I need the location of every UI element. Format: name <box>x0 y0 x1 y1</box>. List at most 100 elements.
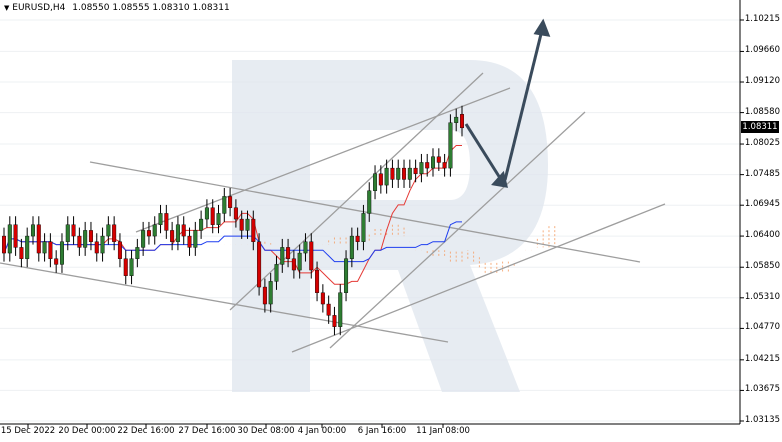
candle-bear <box>332 315 337 327</box>
candle-bear <box>88 230 93 242</box>
candle-bear <box>436 156 441 163</box>
candle-bull <box>30 224 35 237</box>
price-tick-label: 1.10215 <box>744 14 780 24</box>
candle-bull <box>7 224 12 254</box>
price-tick-label: 1.06945 <box>744 199 780 210</box>
ohlc-values: 1.08550 1.08555 1.08310 1.08311 <box>72 3 230 13</box>
candle-bear <box>164 213 169 231</box>
price-tick-label: 1.05850 <box>744 261 780 272</box>
price-tick-label: 1.09120 <box>744 76 780 87</box>
candle-bull <box>245 218 250 231</box>
candle-bear <box>181 224 186 237</box>
candle-bull <box>361 213 366 242</box>
time-tick-label: 20 Dec 00:00 <box>58 426 116 436</box>
candle-bear <box>251 218 256 242</box>
candle-bull <box>280 247 285 265</box>
price-tick-label: 1.09660 <box>744 45 780 56</box>
candle-bull <box>303 241 308 254</box>
candle-bull <box>59 241 64 265</box>
candle-bull <box>274 264 279 282</box>
candle-bull <box>199 218 204 231</box>
candle-bear <box>390 167 395 180</box>
candle-bull <box>396 167 401 180</box>
candle-bull <box>152 224 157 237</box>
candle-bear <box>228 196 233 208</box>
forecast-down-arrow <box>464 123 502 179</box>
candle-bear <box>378 173 383 186</box>
candle-bear <box>402 167 407 180</box>
candle-bull <box>25 235 30 259</box>
candle-bull <box>268 281 273 305</box>
candle-bear <box>123 258 128 276</box>
candle-bear <box>146 230 151 237</box>
price-tick-label: 1.08025 <box>744 138 780 149</box>
candle-bear <box>291 258 296 271</box>
symbol-name: EURUSD,H4 <box>12 3 66 13</box>
current-price-badge: 1.08311 <box>741 121 779 133</box>
candle-bear <box>315 269 320 293</box>
candle-bear <box>320 292 325 305</box>
time-tick-label: 11 Jan 08:00 <box>416 426 470 436</box>
candle-bull <box>216 213 221 225</box>
forecast-down-arrowhead <box>491 170 509 188</box>
price-tick-label: 1.04215 <box>744 353 780 364</box>
candle-bull <box>349 235 354 259</box>
candle-bull <box>129 258 134 276</box>
candle-bull <box>419 162 424 174</box>
price-ticks <box>740 19 744 422</box>
candle-bull <box>141 230 146 248</box>
candle-bear <box>286 247 291 259</box>
candle-bear <box>170 230 175 242</box>
forecast-arrows <box>464 18 551 188</box>
candle-bear <box>210 207 215 225</box>
candle-bull <box>83 230 88 248</box>
uptrend-channel-upper <box>135 87 511 233</box>
candle-bull <box>448 122 453 169</box>
candle-bear <box>71 224 76 237</box>
uptrend-channel-lower <box>329 111 586 349</box>
time-tick-label: 22 Dec 16:00 <box>117 426 175 436</box>
trendlines <box>0 72 666 353</box>
time-tick-label: 30 Dec 08:00 <box>237 426 295 436</box>
candle-bull <box>204 207 209 220</box>
price-tick-label: 1.03675 <box>744 384 780 395</box>
candle-bear <box>54 258 59 265</box>
candle-bear <box>460 114 465 129</box>
candle-bull <box>135 247 140 259</box>
candle-bull <box>297 252 302 271</box>
time-ticks <box>27 424 444 428</box>
forecast-up-arrow <box>503 29 544 181</box>
candle-bear <box>309 241 314 271</box>
candle-bear <box>94 241 99 254</box>
candle-bull <box>65 224 70 242</box>
price-tick-label: 1.08580 <box>744 106 780 117</box>
time-tick-label: 4 Jan 00:00 <box>297 426 347 436</box>
candle-bull <box>42 241 47 254</box>
candle-bull <box>344 258 349 293</box>
candle-bull <box>193 230 198 248</box>
candle-bull <box>367 190 372 214</box>
time-tick-label: 15 Dec 2022 <box>0 426 56 436</box>
forecast-up-arrowhead <box>533 18 551 37</box>
triangle-down-icon[interactable]: ▼ <box>4 4 10 12</box>
candle-bear <box>187 235 192 248</box>
candle-bull <box>100 235 105 254</box>
candle-bear <box>413 167 418 174</box>
candle-bull <box>407 167 412 180</box>
candle-bear <box>262 286 267 305</box>
candle-bear <box>117 241 122 259</box>
candle-bear <box>112 224 117 242</box>
candle-bull <box>106 224 111 237</box>
candle-bear <box>36 224 41 254</box>
candle-bull <box>384 167 389 186</box>
candle-bear <box>48 241 53 259</box>
candle-bull <box>338 292 343 327</box>
candle-bear <box>355 235 360 242</box>
uptrend-channel-mid <box>229 72 484 311</box>
price-tick-label: 1.04770 <box>744 322 780 333</box>
candle-bear <box>233 207 238 220</box>
symbol-header[interactable]: ▼ EURUSD,H4 1.08550 1.08555 1.08310 1.08… <box>4 3 230 13</box>
time-tick-label: 27 Dec 16:00 <box>178 426 236 436</box>
price-tick-label: 1.03135 <box>744 415 780 425</box>
